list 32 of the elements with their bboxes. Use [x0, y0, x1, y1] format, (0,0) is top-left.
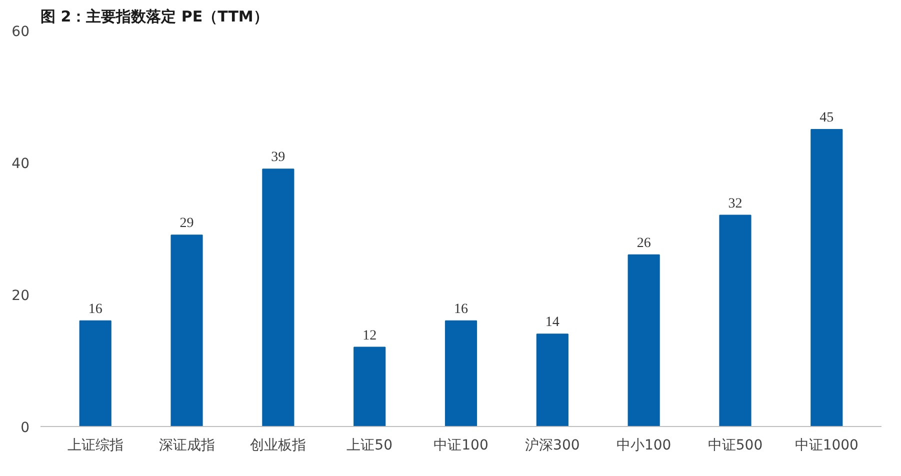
- x-tick-label: 深证成指: [158, 438, 215, 454]
- data-label: 12: [362, 328, 377, 344]
- data-label: 16: [88, 302, 102, 317]
- y-tick-label: 0: [20, 420, 30, 436]
- y-tick-label: 20: [12, 288, 30, 304]
- x-tick-label: 上证50: [346, 438, 393, 454]
- x-tick-label: 创业板指: [250, 438, 306, 454]
- data-label: 39: [271, 150, 286, 166]
- bar: [628, 254, 660, 426]
- bar: [810, 129, 843, 426]
- y-tick-label: 40: [12, 156, 30, 172]
- bar: [444, 320, 478, 426]
- x-tick-label: 沪深300: [525, 438, 580, 454]
- y-tick-label: 60: [12, 24, 30, 40]
- data-label: 32: [728, 196, 742, 212]
- data-label: 26: [636, 236, 651, 251]
- x-tick-label: 中证1000: [794, 438, 858, 454]
- data-label: 29: [180, 216, 194, 232]
- data-label: 45: [820, 110, 834, 126]
- bar: [262, 168, 294, 426]
- x-tick-label: 中小100: [616, 438, 672, 454]
- data-label: 14: [545, 315, 560, 330]
- x-tick-label: 中证100: [434, 438, 488, 454]
- data-label: 16: [454, 302, 468, 317]
- x-tick-label: 中证500: [708, 438, 763, 454]
- chart-title: 图 2：主要指数落定 PE（TTM）: [40, 8, 268, 26]
- x-tick-label: 上证综指: [67, 438, 124, 454]
- bar: [536, 334, 568, 426]
- bar: [354, 346, 386, 426]
- bar: [170, 234, 203, 426]
- bar: [719, 214, 752, 426]
- bar: [79, 320, 112, 426]
